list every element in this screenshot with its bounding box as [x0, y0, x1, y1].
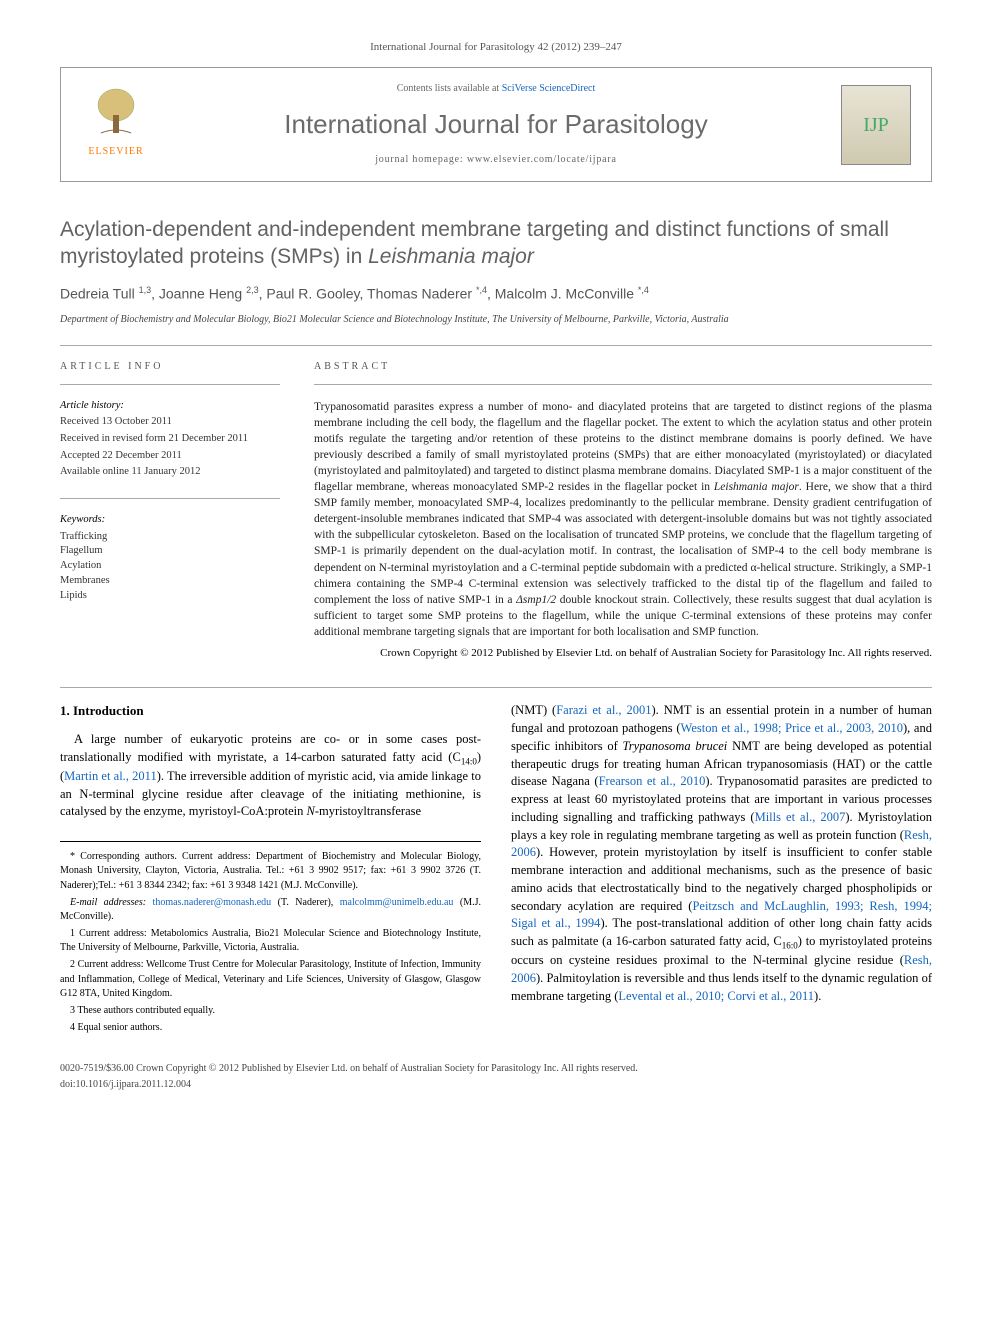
email-mcconville[interactable]: malcolmm@unimelb.edu.au: [340, 897, 454, 908]
section-heading-intro: 1. Introduction: [60, 702, 481, 720]
email-naderer[interactable]: thomas.naderer@monash.edu: [153, 897, 272, 908]
history-online: Available online 11 January 2012: [60, 465, 280, 480]
keyword: Lipids: [60, 589, 280, 604]
contents-prefix: Contents lists available at: [397, 83, 502, 94]
divider: [60, 498, 280, 499]
header-center: Contents lists available at SciVerse Sci…: [151, 82, 841, 166]
sciverse-link[interactable]: SciVerse ScienceDirect: [502, 83, 596, 94]
author-list: Dedreia Tull 1,3, Joanne Heng 2,3, Paul …: [60, 284, 932, 304]
divider: [60, 384, 280, 385]
homepage-prefix: journal homepage:: [375, 154, 467, 165]
title-species: Leishmania major: [368, 245, 534, 268]
divider: [314, 384, 932, 385]
history-revised: Received in revised form 21 December 201…: [60, 432, 280, 447]
keywords-label: Keywords:: [60, 513, 280, 528]
email1-who: (T. Naderer),: [271, 897, 340, 908]
history-received: Received 13 October 2011: [60, 415, 280, 430]
email-label: E-mail addresses:: [70, 897, 153, 908]
keywords-block: Keywords: Trafficking Flagellum Acylatio…: [60, 498, 280, 603]
journal-reference: International Journal for Parasitology 4…: [60, 40, 932, 55]
footnote-corresponding: * Corresponding authors. Current address…: [60, 850, 481, 893]
intro-para-right: (NMT) (Farazi et al., 2001). NMT is an e…: [511, 702, 932, 1005]
abstract-copyright: Crown Copyright © 2012 Published by Else…: [314, 646, 932, 661]
footnote-1: 1 Current address: Metabolomics Australi…: [60, 927, 481, 955]
keyword: Membranes: [60, 574, 280, 589]
abstract-text: Trypanosomatid parasites express a numbe…: [314, 399, 932, 640]
homepage-line: journal homepage: www.elsevier.com/locat…: [151, 153, 841, 167]
contents-line: Contents lists available at SciVerse Sci…: [151, 82, 841, 96]
article-info-heading: article info: [60, 360, 280, 374]
logo-text: IJP: [863, 111, 889, 139]
elsevier-label: ELSEVIER: [88, 145, 143, 159]
footer-doi: doi:10.1016/j.ijpara.2011.12.004: [60, 1078, 932, 1092]
keyword: Flagellum: [60, 544, 280, 559]
footnote-3: 3 These authors contributed equally.: [60, 1004, 481, 1018]
info-abstract-row: article info Article history: Received 1…: [60, 360, 932, 662]
article-title: Acylation-dependent and-independent memb…: [60, 216, 932, 271]
history-accepted: Accepted 22 December 2011: [60, 449, 280, 464]
divider: [60, 345, 932, 346]
footnote-4: 4 Equal senior authors.: [60, 1021, 481, 1035]
affiliation: Department of Biochemistry and Molecular…: [60, 313, 932, 327]
elsevier-tree-icon: [91, 85, 141, 141]
divider: [60, 687, 932, 688]
footnote-2: 2 Current address: Wellcome Trust Centre…: [60, 958, 481, 1001]
abstract-heading: abstract: [314, 360, 932, 374]
footer-copyright: 0020-7519/$36.00 Crown Copyright © 2012 …: [60, 1062, 932, 1076]
footnotes: * Corresponding authors. Current address…: [60, 841, 481, 1035]
abstract-column: abstract Trypanosomatid parasites expres…: [314, 360, 932, 662]
keyword: Acylation: [60, 559, 280, 574]
elsevier-logo: ELSEVIER: [81, 85, 151, 165]
body-col-left: 1. Introduction A large number of eukary…: [60, 702, 481, 1038]
footnote-emails: E-mail addresses: thomas.naderer@monash.…: [60, 896, 481, 924]
article-info-column: article info Article history: Received 1…: [60, 360, 280, 662]
history-label: Article history:: [60, 399, 280, 414]
journal-header: ELSEVIER Contents lists available at Sci…: [60, 67, 932, 181]
homepage-url[interactable]: www.elsevier.com/locate/ijpara: [467, 154, 617, 165]
journal-cover-icon: IJP: [841, 85, 911, 165]
intro-para-left: A large number of eukaryotic proteins ar…: [60, 731, 481, 821]
body-col-right: (NMT) (Farazi et al., 2001). NMT is an e…: [511, 702, 932, 1038]
journal-name: International Journal for Parasitology: [151, 106, 841, 142]
body-columns: 1. Introduction A large number of eukary…: [60, 702, 932, 1038]
keyword: Trafficking: [60, 530, 280, 545]
